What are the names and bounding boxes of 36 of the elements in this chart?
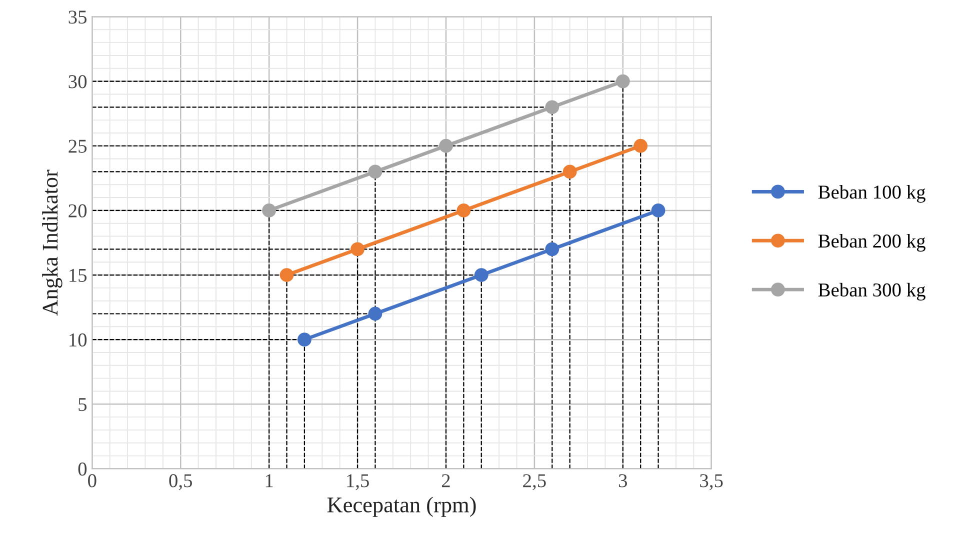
point [456,204,471,218]
x-tick-label: 2 [442,474,450,488]
point [545,242,560,256]
y-tick-label: 25 [68,140,87,153]
point [280,268,294,282]
legend-label: Beban 300 kg [818,282,926,301]
point [562,164,577,179]
y-tick-label: 10 [70,333,87,347]
point [368,306,382,321]
point [350,242,364,256]
point [616,74,630,88]
point [474,268,488,282]
y-tick-label: 20 [68,204,87,218]
y-tick-label: 5 [78,398,87,412]
x-tick-label: 1,5 [347,474,369,490]
x-tick-label: 3 [618,474,628,488]
x-axis-title: Kecepatan (rpm) [327,496,476,517]
legend-label: Beban 100 kg [818,185,926,203]
point [298,332,312,347]
y-axis-title: Angka Indikator [42,170,62,316]
y-tick-label: 35 [68,10,87,24]
point [545,100,560,114]
y-tick-label: 0 [78,462,87,476]
x-tick-label: 1 [266,474,273,488]
point [439,138,453,153]
point [651,204,666,218]
legend-label: Beban 200 kg [818,234,926,252]
point [634,138,648,153]
x-tick-label: 2,5 [523,474,546,490]
x-tick-label: 0,5 [169,474,192,490]
x-tick-label: 3,5 [700,474,723,490]
point [368,164,382,179]
point [262,204,276,218]
y-tick-label: 30 [68,75,87,88]
y-tick-label: 15 [70,268,87,282]
x-tick-label: 0 [88,474,96,488]
